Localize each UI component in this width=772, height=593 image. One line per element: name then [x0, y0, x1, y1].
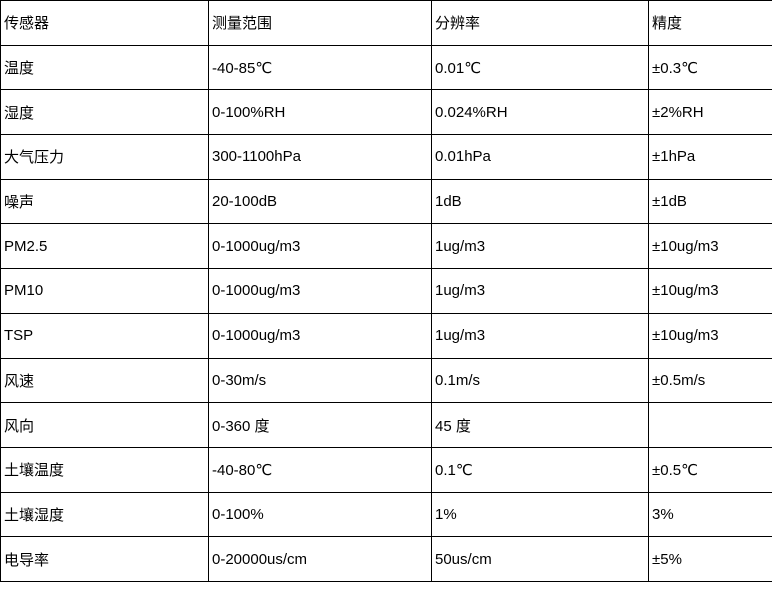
cell-range: -40-85℃: [208, 44, 432, 91]
cell-sensor: 湿度: [0, 89, 209, 136]
cell-sensor: 风向: [0, 402, 209, 448]
cell-range: 0-1000ug/m3: [208, 268, 432, 314]
cell-accuracy: ±10ug/m3: [648, 268, 772, 314]
cell-range: -40-80℃: [208, 446, 432, 493]
cell-resolution: 0.1℃: [431, 446, 649, 493]
table-row: 电导率 0-20000us/cm 50us/cm ±5%: [0, 536, 772, 582]
cell-range: 0-1000ug/m3: [208, 223, 432, 270]
cell-resolution: 1ug/m3: [431, 223, 649, 270]
table-row: 湿度 0-100%RH 0.024%RH ±2%RH: [0, 89, 772, 136]
table-row: 噪声 20-100dB 1dB ±1dB: [0, 178, 772, 225]
cell-accuracy: [648, 402, 772, 448]
header-row: 传感器 测量范围 分辨率 精度: [0, 0, 772, 46]
cell-accuracy: ±10ug/m3: [648, 312, 772, 359]
table-row: 风向 0-360 度 45 度: [0, 402, 772, 448]
cell-accuracy: ±10ug/m3: [648, 223, 772, 270]
table-row: PM2.5 0-1000ug/m3 1ug/m3 ±10ug/m3: [0, 223, 772, 270]
cell-range: 0-1000ug/m3: [208, 312, 432, 359]
table-row: 风速 0-30m/s 0.1m/s ±0.5m/s: [0, 357, 772, 404]
cell-sensor: 噪声: [0, 178, 209, 225]
table-row: PM10 0-1000ug/m3 1ug/m3 ±10ug/m3: [0, 268, 772, 314]
cell-sensor: 温度: [0, 44, 209, 91]
cell-resolution: 1dB: [431, 178, 649, 225]
table-row: 土壤湿度 0-100% 1% 3%: [0, 491, 772, 538]
cell-range: 0-100%RH: [208, 89, 432, 136]
cell-sensor: 电导率: [0, 536, 209, 582]
cell-sensor: 土壤湿度: [0, 491, 209, 538]
cell-accuracy: 3%: [648, 491, 772, 538]
table-row: 大气压力 300-1100hPa 0.01hPa ±1hPa: [0, 134, 772, 180]
cell-accuracy: ±1hPa: [648, 134, 772, 180]
cell-sensor: PM2.5: [0, 223, 209, 270]
table-row: 土壤温度 -40-80℃ 0.1℃ ±0.5℃: [0, 446, 772, 493]
cell-range: 0-360 度: [208, 402, 432, 448]
cell-resolution: 1ug/m3: [431, 312, 649, 359]
cell-accuracy: ±0.3℃: [648, 44, 772, 91]
table-row: TSP 0-1000ug/m3 1ug/m3 ±10ug/m3: [0, 312, 772, 359]
header-range: 测量范围: [208, 0, 432, 46]
cell-resolution: 0.01hPa: [431, 134, 649, 180]
cell-range: 0-30m/s: [208, 357, 432, 404]
header-resolution: 分辨率: [431, 0, 649, 46]
cell-resolution: 0.024%RH: [431, 89, 649, 136]
cell-range: 20-100dB: [208, 178, 432, 225]
cell-resolution: 0.01℃: [431, 44, 649, 91]
cell-resolution: 1ug/m3: [431, 268, 649, 314]
cell-sensor: 风速: [0, 357, 209, 404]
cell-accuracy: ±1dB: [648, 178, 772, 225]
header-sensor: 传感器: [0, 0, 209, 46]
cell-resolution: 1%: [431, 491, 649, 538]
cell-range: 0-100%: [208, 491, 432, 538]
cell-accuracy: ±5%: [648, 536, 772, 582]
cell-range: 300-1100hPa: [208, 134, 432, 180]
table-row: 温度 -40-85℃ 0.01℃ ±0.3℃: [0, 44, 772, 91]
header-accuracy: 精度: [648, 0, 772, 46]
cell-accuracy: ±0.5m/s: [648, 357, 772, 404]
cell-accuracy: ±2%RH: [648, 89, 772, 136]
cell-sensor: 土壤温度: [0, 446, 209, 493]
cell-sensor: PM10: [0, 268, 209, 314]
cell-sensor: 大气压力: [0, 134, 209, 180]
cell-sensor: TSP: [0, 312, 209, 359]
cell-accuracy: ±0.5℃: [648, 446, 772, 493]
cell-resolution: 50us/cm: [431, 536, 649, 582]
cell-resolution: 45 度: [431, 402, 649, 448]
cell-resolution: 0.1m/s: [431, 357, 649, 404]
cell-range: 0-20000us/cm: [208, 536, 432, 582]
